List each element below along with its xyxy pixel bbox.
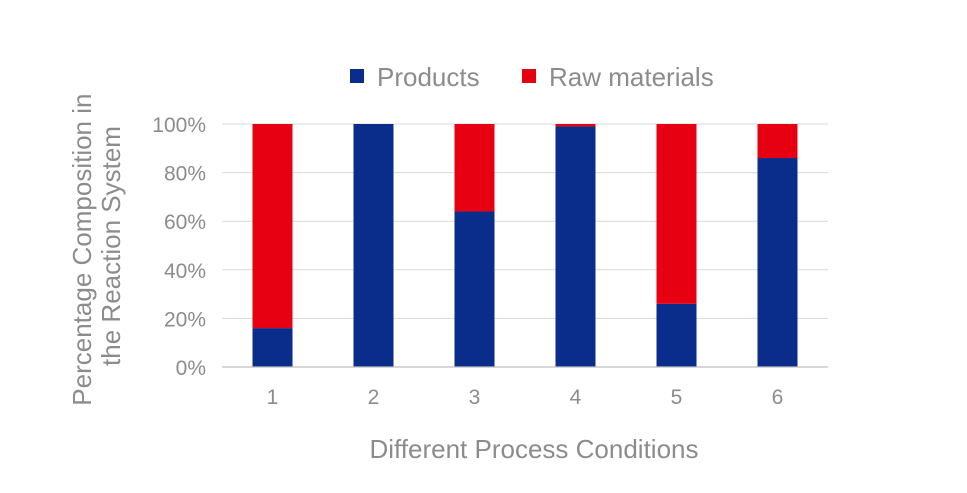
x-tick-label: 4	[570, 386, 582, 409]
y-axis-title-line-2: the Reaction System	[96, 126, 126, 366]
legend-label: Products	[377, 62, 480, 92]
bar-segment	[757, 124, 798, 159]
bar-segment	[252, 124, 293, 329]
legend: Products Raw materials	[350, 62, 714, 92]
bar-segment	[454, 124, 495, 212]
x-axis-title: Different Process Conditions	[369, 434, 698, 464]
bar-segment	[757, 158, 798, 367]
bar-segment	[656, 124, 697, 304]
y-axis-title: Percentage Composition in the Reaction S…	[67, 86, 126, 405]
bar-segment	[353, 124, 394, 367]
bar-segment	[454, 211, 495, 367]
gridlines	[222, 123, 828, 319]
x-tick-labels: 1 2 3 4 5 6	[267, 386, 784, 409]
x-tick-label: 6	[772, 386, 784, 409]
y-tick-label: 40%	[164, 260, 206, 283]
y-tick-label: 0%	[176, 357, 206, 380]
legend-label: Raw materials	[549, 62, 714, 92]
y-tick-label: 80%	[164, 163, 206, 186]
legend-swatch	[350, 69, 364, 83]
y-tick-label: 60%	[164, 211, 206, 234]
bars	[252, 124, 798, 368]
bar-segment	[252, 328, 293, 367]
x-tick-label: 5	[671, 386, 683, 409]
y-tick-label: 20%	[164, 308, 206, 331]
y-tick-label: 100%	[152, 114, 206, 137]
bar-segment	[555, 126, 596, 368]
x-tick-label: 2	[368, 386, 380, 409]
legend-swatch	[522, 69, 536, 83]
bar-segment	[555, 124, 596, 127]
y-tick-labels: 0% 20% 40% 60% 80% 100%	[152, 114, 206, 380]
x-tick-label: 3	[469, 386, 481, 409]
x-tick-label: 1	[267, 386, 279, 409]
bar-segment	[656, 303, 697, 367]
y-axis-title-line-1: Percentage Composition in	[67, 94, 97, 406]
